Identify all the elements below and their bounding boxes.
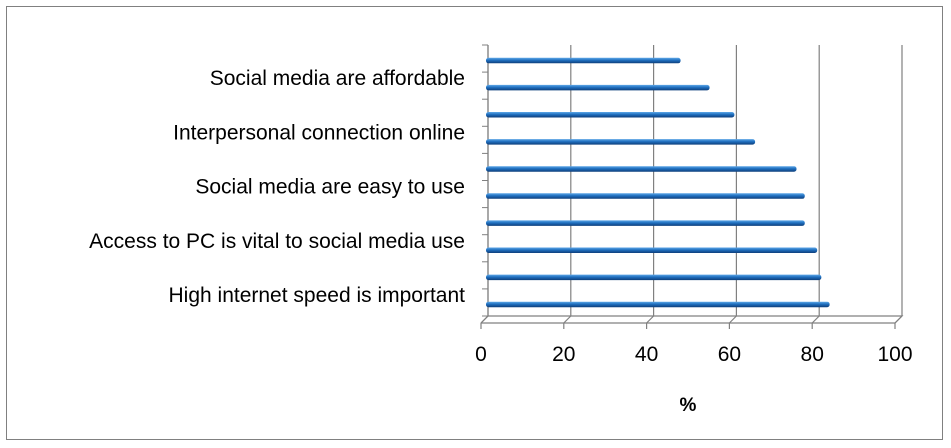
bar <box>486 57 681 64</box>
gridline-floor <box>811 315 820 324</box>
x-tick-label: 40 <box>635 343 658 366</box>
x-tick-label: 0 <box>475 343 487 366</box>
category-label: Access to PC is vital to social media us… <box>89 230 465 253</box>
gridline-floor <box>646 315 655 324</box>
category-label: Interpersonal connection online <box>173 121 465 144</box>
bar <box>486 112 735 118</box>
x-tick-label: 20 <box>552 343 575 366</box>
bar <box>486 274 822 281</box>
bar <box>486 220 805 226</box>
floor-outline <box>481 315 904 324</box>
bar <box>486 84 710 91</box>
chart-area: 0 20 40 60 80 100% High internet speed is impo… <box>6 6 943 440</box>
gridline-floor <box>894 315 903 324</box>
bar <box>486 301 830 308</box>
x-tick-label: 100 <box>877 343 912 366</box>
x-tick-label: 80 <box>801 343 824 366</box>
x-axis-title: % <box>680 395 697 416</box>
gridline-floor <box>728 315 737 324</box>
bar-chart: 0 20 40 60 80 100% High internet speed is impo… <box>89 44 913 416</box>
x-tick-label: 60 <box>718 343 741 366</box>
bar <box>486 166 797 172</box>
category-label: Social media are affordable <box>210 67 465 90</box>
bar <box>486 139 756 145</box>
gridline-floor <box>480 315 489 324</box>
category-label: Social media are easy to use <box>195 176 465 199</box>
bar <box>486 247 818 253</box>
gridline-floor <box>563 315 572 324</box>
category-label: High internet speed is important <box>169 284 466 307</box>
bar <box>486 193 805 199</box>
plot-area: 0 20 40 60 80 100% High internet speed is impo… <box>89 44 913 416</box>
